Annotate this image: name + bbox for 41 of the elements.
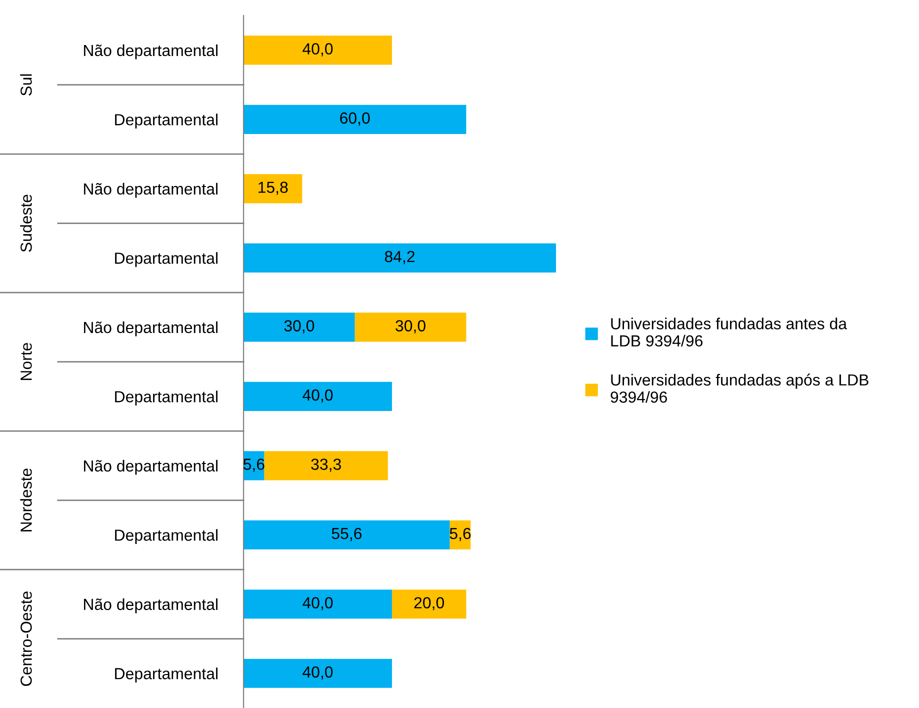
- y-tick-label: Não departamental: [84, 44, 218, 60]
- bar: [244, 104, 466, 134]
- y-tick-label: Departamental: [115, 668, 218, 682]
- data-label: 40,0: [302, 666, 333, 680]
- y-tick-label: Não departamental: [84, 321, 218, 336]
- bar: [244, 590, 392, 619]
- y-tick-label: Não departamental: [84, 598, 218, 614]
- data-label: 60,0: [340, 112, 370, 126]
- bar: [244, 36, 392, 65]
- bar: [244, 382, 392, 411]
- y-tick-label: Departamental: [115, 252, 218, 268]
- data-label: 40,0: [302, 389, 333, 403]
- y-tick-label: Departamental: [115, 529, 218, 544]
- legend-label: Universidades fundadas após a LDB 9394/96: [610, 374, 868, 403]
- bar: [354, 312, 466, 342]
- data-label: 30,0: [396, 320, 426, 334]
- bar: [264, 451, 388, 480]
- bar: [244, 658, 392, 688]
- text: Nordeste: [20, 468, 32, 532]
- bar: [392, 590, 466, 619]
- text: Norte: [20, 342, 32, 380]
- data-label: 15,8: [258, 182, 288, 195]
- data-label: 84,2: [384, 250, 415, 264]
- y-tick-label: Não departamental: [84, 182, 218, 198]
- y-tick-label: Departamental: [115, 114, 218, 129]
- legend-label: Universidades fundadas antes da LDB 9394/96: [611, 318, 848, 347]
- text: Centro-Oeste: [20, 592, 32, 686]
- data-label: 40,0: [302, 597, 333, 610]
- y-tick-label: Não departamental: [84, 460, 218, 475]
- text: Sul: [20, 74, 32, 96]
- data-label: 33,3: [311, 458, 341, 472]
- bar: [244, 243, 556, 272]
- bar: [244, 312, 355, 342]
- y-tick-label: Departamental: [115, 390, 218, 406]
- data-label: 20,0: [414, 597, 444, 610]
- data-label: 55,6: [332, 528, 362, 542]
- data-label: 40,0: [302, 43, 333, 56]
- text: Sudeste: [20, 194, 32, 252]
- data-label: 30,0: [284, 320, 314, 334]
- bar: [244, 174, 302, 204]
- bar: [244, 520, 450, 550]
